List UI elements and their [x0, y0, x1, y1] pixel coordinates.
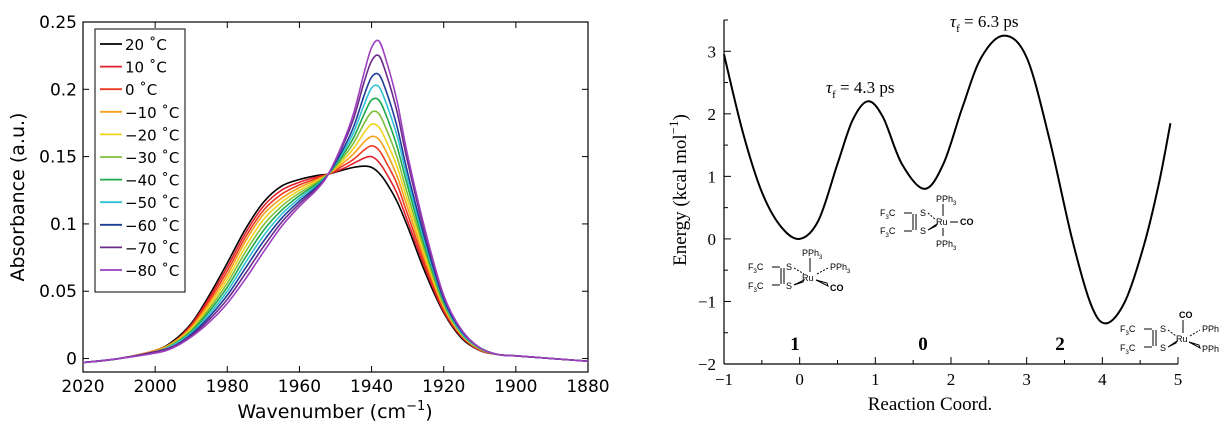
state-label-2: 2 [1055, 334, 1065, 355]
right-y-tick-label: 1 [708, 167, 717, 186]
left-y-axis-label: Absorbance (a.u.) [7, 113, 29, 282]
left-x-ticks: 2020 2000 1980 1960 1940 1920 1900 1880 [61, 22, 610, 397]
legend-label: −20 ˚C [125, 126, 179, 144]
right-y-tick-label: 3 [708, 42, 717, 61]
right-x-tick-label: 1 [871, 370, 880, 389]
left-x-tick-label: 2020 [61, 377, 104, 397]
legend-label: −70 ˚C [125, 239, 179, 257]
series-line-10 [82, 39, 589, 364]
svg-text:S: S [786, 281, 792, 291]
left-y-tick-label: 0.25 [39, 13, 77, 33]
right-x-tick-label: 3 [1022, 370, 1031, 389]
legend-label: −10 ˚C [125, 104, 179, 122]
right-series-group [723, 34, 1172, 325]
left-x-axis-label: Wavenumber (cm−1) [237, 399, 432, 423]
left-x-tick-label: 1980 [206, 377, 249, 397]
structure-1: F3C F3C S S Ru PPh3 PPh3 CO [748, 248, 851, 294]
right-x-tick-label: 5 [1174, 370, 1183, 389]
svg-text:Ru: Ru [802, 273, 814, 283]
left-y-tick-label: 0.05 [39, 282, 77, 302]
svg-text:S: S [1160, 324, 1166, 334]
structure-2: F3C F3C S S Ru CO PPh PPh [1120, 310, 1219, 356]
right-x-tick-label: −1 [715, 370, 733, 389]
state-label-0: 0 [918, 334, 928, 355]
left-y-tick-label: 0.1 [50, 215, 77, 235]
svg-text:PPh3: PPh3 [830, 262, 851, 275]
left-y-tick-label: 0.2 [50, 80, 77, 100]
left-x-tick-label: 1900 [494, 377, 537, 397]
right-x-tick-label: 4 [1098, 370, 1107, 389]
svg-text:Ru: Ru [936, 217, 948, 227]
svg-text:CO: CO [960, 217, 974, 227]
legend-label: −50 ˚C [125, 194, 179, 212]
tau-annotation-1: τf = 4.3 ps [826, 78, 894, 101]
left-y-ticks: 0 0.05 0.1 0.15 0.2 0.25 [39, 13, 588, 370]
legend-label: 10 ˚C [125, 59, 167, 77]
left-x-tick-label: 2000 [134, 377, 177, 397]
right-y-tick-label: 2 [708, 105, 717, 124]
svg-text:F3C: F3C [1120, 343, 1136, 356]
svg-text:CO: CO [1179, 310, 1193, 320]
right-y-ticks: −2 −1 0 1 2 3 [698, 19, 731, 374]
tau-annotation-2: τf = 6.3 ps [950, 12, 1018, 35]
left-x-tick-label: 1940 [350, 377, 393, 397]
svg-text:Ru: Ru [1176, 334, 1188, 344]
left-x-tick-label: 1960 [278, 377, 321, 397]
left-y-tick-label: 0.15 [39, 148, 77, 168]
structure-0: F3C F3C S S Ru PPh3 PPh3 CO [880, 194, 974, 252]
right-y-tick-label: −1 [698, 292, 716, 311]
svg-text:F3C: F3C [880, 226, 896, 239]
svg-text:CO: CO [830, 283, 844, 293]
energy-curve [723, 34, 1172, 325]
left-x-tick-label: 1920 [422, 377, 465, 397]
ir-spectra-chart: 2020 2000 1980 1960 1940 1920 1900 1880 0 0.05 0.… [7, 13, 610, 423]
legend-label: 20 ˚C [125, 36, 167, 54]
svg-text:F3C: F3C [748, 281, 764, 294]
legend-label: −60 ˚C [125, 217, 179, 235]
svg-text:PPh: PPh [1202, 344, 1219, 354]
left-y-tick-label: 0 [66, 350, 77, 370]
legend-label: −30 ˚C [125, 149, 179, 167]
left-series-group [82, 39, 589, 364]
right-x-ticks: −1 0 1 2 3 4 5 [715, 357, 1182, 389]
right-x-axis-label: Reaction Coord. [868, 394, 993, 415]
svg-text:F3C: F3C [1120, 324, 1136, 337]
legend-label: −40 ˚C [125, 172, 179, 190]
svg-text:S: S [920, 208, 926, 218]
right-y-tick-label: −2 [698, 355, 716, 374]
svg-text:F3C: F3C [748, 262, 764, 275]
right-x-tick-label: 2 [947, 370, 956, 389]
svg-text:PPh: PPh [1202, 324, 1219, 334]
svg-text:S: S [1160, 343, 1166, 353]
svg-text:F3C: F3C [880, 208, 896, 221]
svg-text:PPh3: PPh3 [802, 248, 823, 261]
right-y-tick-label: 0 [708, 230, 717, 249]
legend-label: −80 ˚C [125, 262, 179, 280]
right-y-axis-label: Energy (kcal mol−1) [666, 114, 691, 266]
svg-text:S: S [786, 262, 792, 272]
right-x-tick-label: 0 [795, 370, 804, 389]
svg-text:S: S [920, 226, 926, 236]
legend-label: 0 ˚C [125, 81, 157, 99]
legend: 20 ˚C 10 ˚C 0 ˚C −10 ˚C −20 ˚C −30 ˚C −40 ˚C −5… [94, 28, 186, 293]
svg-text:PPh3: PPh3 [936, 239, 957, 252]
left-x-tick-label: 1880 [566, 377, 609, 397]
left-plot-frame [82, 21, 589, 373]
state-label-1: 1 [790, 334, 800, 355]
svg-text:PPh3: PPh3 [936, 194, 957, 207]
